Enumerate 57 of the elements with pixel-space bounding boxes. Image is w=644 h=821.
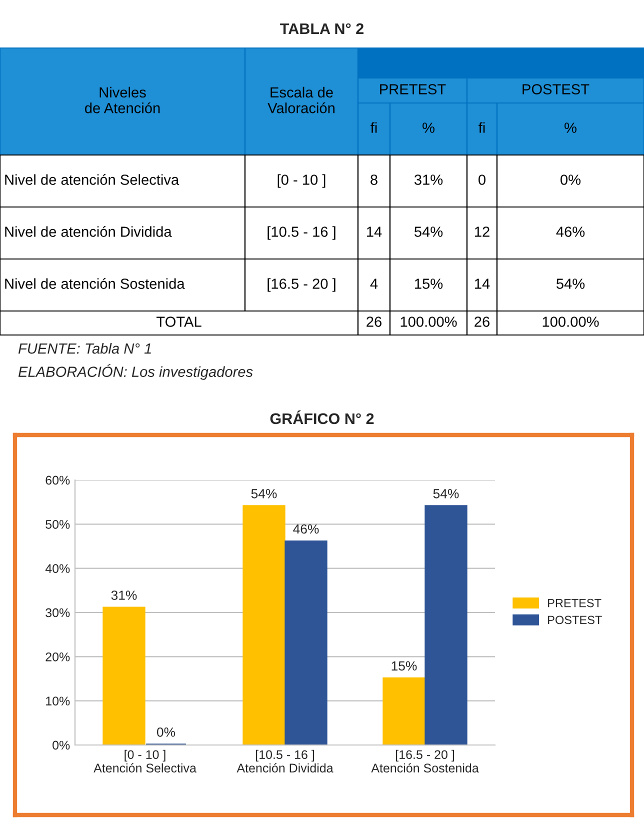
y-tick-label: 0% xyxy=(52,740,70,750)
y-tick-label: 20% xyxy=(46,652,70,662)
text: 0 xyxy=(478,174,486,185)
text: Nivel de atención Dividida xyxy=(5,226,172,237)
y-tick-label: 60% xyxy=(46,476,70,485)
text: % xyxy=(564,122,576,133)
text: 14 xyxy=(475,278,490,289)
data-label: 54% xyxy=(433,489,459,498)
text: Nivel de atención Selectiva xyxy=(5,174,180,185)
y-tick-label: 10% xyxy=(46,696,70,706)
text: 14 xyxy=(367,226,382,237)
text: FUENTE: Tabla N° 1 ELABORACIÓN: Los investigadores xyxy=(18,343,253,380)
text: 100.00% xyxy=(542,316,599,327)
text: 4 xyxy=(370,278,378,289)
text: fi xyxy=(478,122,485,133)
text: 54% xyxy=(556,278,585,289)
text: 46% xyxy=(556,226,585,237)
bar xyxy=(242,505,286,745)
text: 0% xyxy=(560,174,581,185)
data-label: 15% xyxy=(392,661,417,671)
text: % xyxy=(422,122,434,133)
text: 26 xyxy=(474,316,490,327)
x-tick-label: [16.5 - 20 ] Atención Sostenida xyxy=(371,750,479,773)
text: [0 - 10 ] xyxy=(278,174,326,188)
text: PRETEST xyxy=(380,84,446,94)
text: Escala de Valoración xyxy=(268,86,334,114)
text: Nivel de atención Sostenida xyxy=(5,278,185,289)
text: 15% xyxy=(415,278,443,289)
text: 100.00% xyxy=(400,316,457,327)
chart-title: GRÁFICO N° 2 xyxy=(270,410,374,424)
text: 31% xyxy=(414,174,443,185)
y-tick-label: 30% xyxy=(46,608,70,618)
legend-label: PRETEST xyxy=(548,598,602,608)
text: [10.5 - 16 ] xyxy=(268,226,336,240)
text: TABLA N° 2 xyxy=(280,23,364,34)
text: fi xyxy=(370,122,377,133)
y-tick-label: 50% xyxy=(46,520,70,529)
text: POSTEST xyxy=(522,84,590,94)
y-tick-label: 40% xyxy=(45,564,70,573)
bar xyxy=(424,505,468,745)
text: TOTAL xyxy=(156,316,202,327)
x-tick-label: [0 - 10 ] Atención Selectiva xyxy=(94,750,196,773)
data-label: 31% xyxy=(111,590,137,600)
data-label: 46% xyxy=(293,524,319,534)
x-tick-label: [10.5 - 16 ] Atención Dividida xyxy=(236,750,334,773)
bar xyxy=(382,677,426,745)
text: 8 xyxy=(370,174,378,185)
text: 26 xyxy=(366,316,382,327)
data-label: 0% xyxy=(156,727,176,737)
text: [16.5 - 20 ] xyxy=(268,278,336,292)
text: Niveles de Atención xyxy=(85,86,160,114)
bar xyxy=(102,606,146,745)
legend-label: POSTEST xyxy=(548,616,602,624)
text: 12 xyxy=(475,226,490,237)
text: 54% xyxy=(414,226,443,237)
bar xyxy=(284,540,328,745)
data-label: 54% xyxy=(251,489,277,498)
